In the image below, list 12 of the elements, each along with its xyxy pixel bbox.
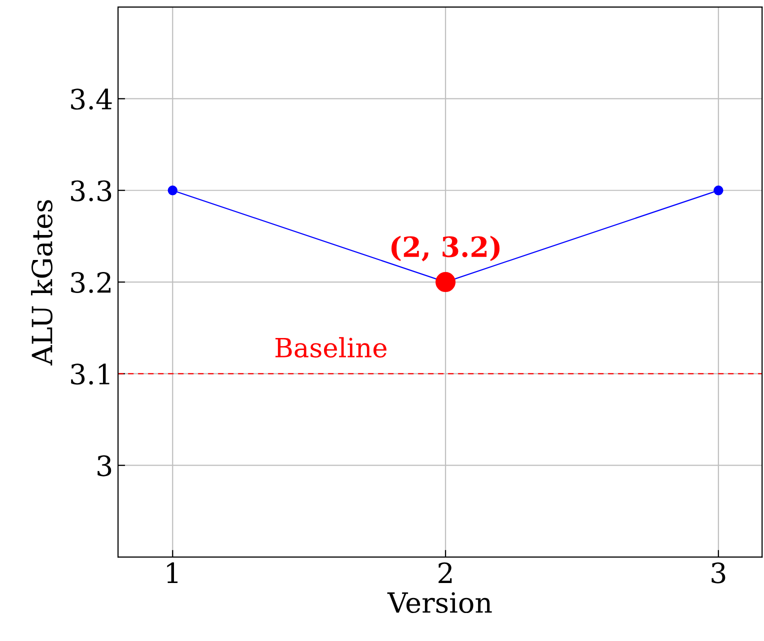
x-axis-title: Version <box>387 592 492 614</box>
y-tick-label: 3 <box>98 455 112 476</box>
y-tick-label: 3.2 <box>71 272 110 293</box>
y-axis-title: ALU kGates <box>31 200 53 366</box>
annotation: (2, 3.2) <box>392 236 500 262</box>
x-tick-label: 3 <box>712 562 726 584</box>
x-tick-label: 1 <box>167 562 178 583</box>
y-tick-label: 3.4 <box>71 88 112 110</box>
x-tick-label: 2 <box>438 562 452 583</box>
y-tick-label: 3.3 <box>71 180 112 202</box>
ref-line-label: Baseline <box>275 337 386 358</box>
y-tick-label: 3.1 <box>71 364 110 385</box>
